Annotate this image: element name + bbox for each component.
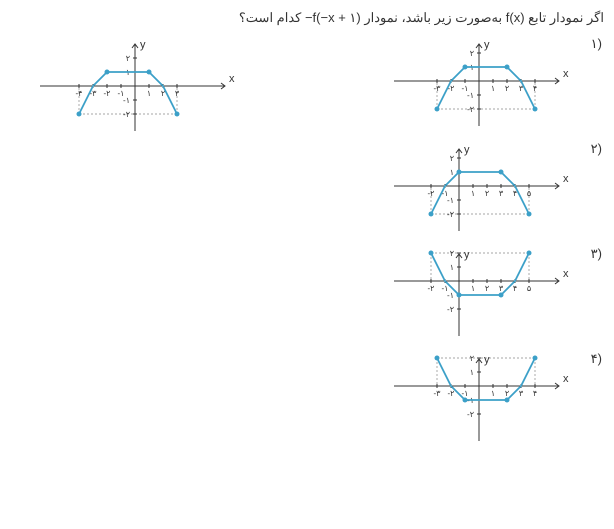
svg-text:۴: ۴ xyxy=(533,389,537,398)
svg-text:-۲: -۲ xyxy=(447,210,454,219)
main-row: -۴-۳-۲-۱۱۲۳-۲-۱۱۲xy (۱ -۳-۲-۱۱۲۳۴-۲-۱۱۲x… xyxy=(10,36,604,456)
svg-text:-۲: -۲ xyxy=(447,305,454,314)
svg-text:-۱: -۱ xyxy=(447,196,454,205)
svg-text:-۲: -۲ xyxy=(428,189,435,198)
option-3: (۳ -۲-۱۱۲۳۴۵-۲-۱۱۲xy xyxy=(374,246,584,341)
svg-text:۳: ۳ xyxy=(519,389,524,398)
svg-text:x: x xyxy=(229,73,235,85)
svg-text:۱: ۱ xyxy=(470,368,474,377)
svg-text:۲: ۲ xyxy=(470,354,474,363)
svg-text:۲: ۲ xyxy=(485,284,489,293)
svg-text:۱: ۱ xyxy=(147,89,151,98)
option-2-label: (۲ xyxy=(591,141,602,157)
svg-text:۱: ۱ xyxy=(450,263,454,272)
svg-text:۲: ۲ xyxy=(450,154,454,163)
option-2: (۲ -۲-۱۱۲۳۴۵-۲-۱۱۲xy xyxy=(374,141,584,236)
options-col: (۱ -۳-۲-۱۱۲۳۴-۲-۱۱۲xy (۲ -۲-۱۱۲۳۴۵-۲-۱۱۲… xyxy=(374,36,604,456)
svg-text:۳: ۳ xyxy=(175,89,180,98)
svg-text:x: x xyxy=(563,373,569,385)
option-2-chart: -۲-۱۱۲۳۴۵-۲-۱۱۲xy xyxy=(374,141,584,236)
option-3-label: (۳ xyxy=(591,246,602,262)
svg-text:x: x xyxy=(563,173,569,185)
svg-text:-۱: -۱ xyxy=(467,91,474,100)
option-1-label: (۱ xyxy=(591,36,602,52)
svg-text:۱: ۱ xyxy=(471,189,475,198)
option-4-label: (۴ xyxy=(591,351,602,367)
svg-text:x: x xyxy=(563,268,569,280)
svg-text:۵: ۵ xyxy=(527,189,531,198)
svg-text:-۲: -۲ xyxy=(428,284,435,293)
svg-text:۲: ۲ xyxy=(126,54,130,63)
svg-text:x: x xyxy=(563,68,569,80)
option-3-chart: -۲-۱۱۲۳۴۵-۲-۱۱۲xy xyxy=(374,246,584,341)
svg-text:۴: ۴ xyxy=(533,84,537,93)
option-4-chart: -۳-۲-۱۱۲۳۴-۲-۱۱۲xy xyxy=(374,351,584,446)
svg-text:-۳: -۳ xyxy=(434,389,442,398)
svg-text:-۲: -۲ xyxy=(448,389,455,398)
option-1: (۱ -۳-۲-۱۱۲۳۴-۲-۱۱۲xy xyxy=(374,36,584,131)
svg-text:-۲: -۲ xyxy=(123,110,130,119)
svg-text:-۱: -۱ xyxy=(123,96,130,105)
svg-text:۳: ۳ xyxy=(499,189,504,198)
svg-text:-۲: -۲ xyxy=(104,89,111,98)
svg-text:y: y xyxy=(140,39,146,51)
svg-text:۲: ۲ xyxy=(470,49,474,58)
svg-text:y: y xyxy=(484,354,490,366)
svg-text:۲: ۲ xyxy=(505,84,509,93)
svg-text:۲: ۲ xyxy=(450,249,454,258)
option-4: (۴ -۳-۲-۱۱۲۳۴-۲-۱۱۲xy xyxy=(374,351,584,446)
svg-text:۱: ۱ xyxy=(450,168,454,177)
svg-text:-۱: -۱ xyxy=(447,291,454,300)
svg-text:۱: ۱ xyxy=(471,284,475,293)
svg-text:۱: ۱ xyxy=(491,389,495,398)
original-chart: -۴-۳-۲-۱۱۲۳-۲-۱۱۲xy xyxy=(20,36,250,136)
svg-text:y: y xyxy=(464,144,470,156)
svg-text:y: y xyxy=(484,39,490,51)
svg-text:۲: ۲ xyxy=(485,189,489,198)
svg-text:۵: ۵ xyxy=(527,284,531,293)
svg-text:۱: ۱ xyxy=(491,84,495,93)
question-text: اگر نمودار تابع f(x) به‌صورت زیر باشد، ن… xyxy=(10,10,604,26)
svg-text:-۲: -۲ xyxy=(467,105,474,114)
svg-text:y: y xyxy=(464,249,470,261)
svg-text:۲: ۲ xyxy=(505,389,509,398)
svg-text:-۴: -۴ xyxy=(76,89,83,98)
option-1-chart: -۳-۲-۱۱۲۳۴-۲-۱۱۲xy xyxy=(374,36,584,131)
svg-text:-۲: -۲ xyxy=(467,410,474,419)
svg-text:۴: ۴ xyxy=(513,284,517,293)
original-chart-col: -۴-۳-۲-۱۱۲۳-۲-۱۱۲xy xyxy=(10,36,250,456)
svg-text:-۳: -۳ xyxy=(434,84,442,93)
